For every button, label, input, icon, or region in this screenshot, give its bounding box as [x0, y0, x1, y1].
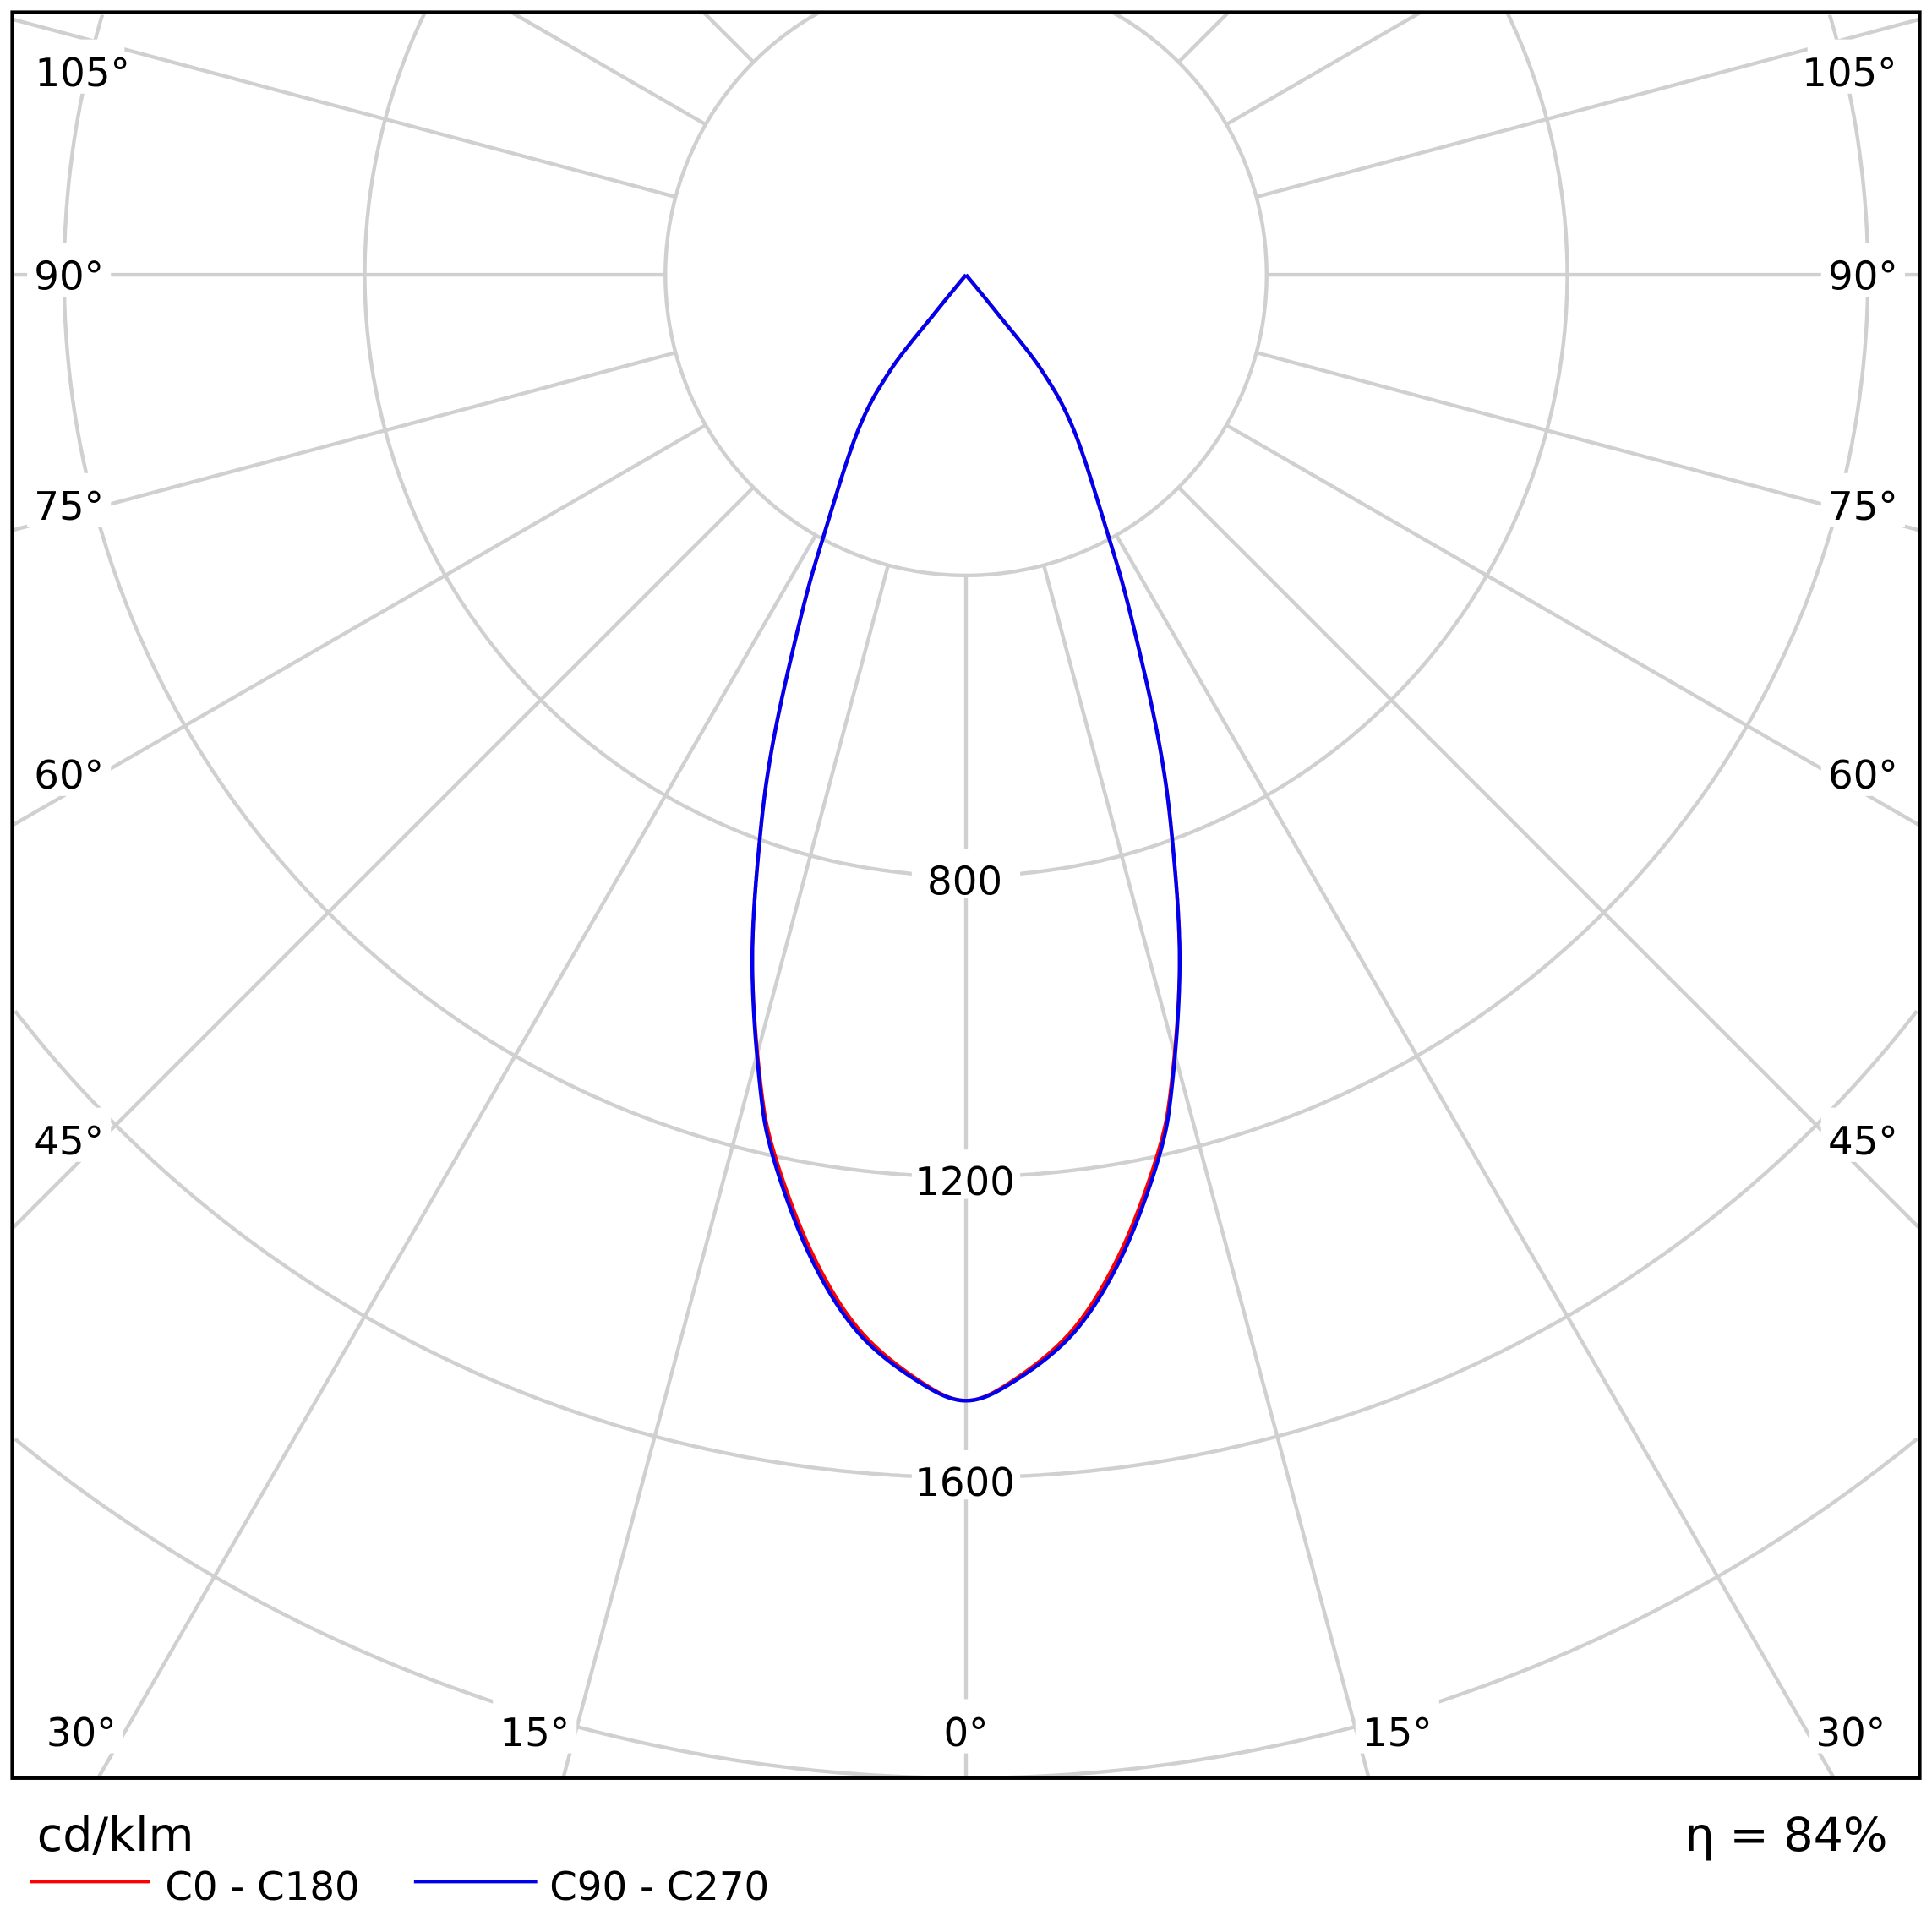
grid-spoke-30 — [96, 534, 818, 1778]
angle-label-bg — [1820, 1107, 1905, 1162]
angle-label-bg — [27, 1107, 112, 1162]
grid-spoke-75 — [12, 351, 676, 532]
grid-spoke-15 — [561, 565, 891, 1778]
angle-label-bg — [1820, 243, 1905, 297]
angle-label-bg — [1820, 741, 1905, 796]
grid-spoke-120 — [510, 12, 707, 127]
ring-label-1200: 1200 — [914, 1160, 1015, 1205]
angle-label-left: 75° — [34, 484, 104, 530]
grid-ring-800 — [363, 13, 1569, 878]
ring-label-800: 800 — [927, 859, 1002, 904]
grid-spoke-135 — [701, 12, 756, 64]
grid-spoke-60 — [1225, 423, 1920, 827]
angle-label-left: 90° — [34, 254, 104, 300]
angle-label-bottom: 15° — [499, 1711, 570, 1756]
angle-label-right: 45° — [1828, 1119, 1898, 1165]
angle-label-right: 30° — [1815, 1711, 1886, 1756]
grid-spoke-135 — [1176, 12, 1231, 64]
angle-label-bg — [27, 472, 112, 527]
angle-label-bottom: 15° — [1362, 1711, 1433, 1756]
series-curve-c90-c270 — [750, 273, 1182, 1403]
grid-spoke-60 — [12, 423, 707, 827]
intensity-curves — [750, 273, 1182, 1403]
angle-label-right: 75° — [1828, 484, 1898, 530]
ring-label-bg — [911, 1149, 1021, 1199]
legend-label-c90: C90 - C270 — [549, 1864, 769, 1910]
ring-label-bg — [911, 849, 1021, 898]
ring-label-bg — [911, 1449, 1021, 1500]
angle-label-bg — [1807, 39, 1891, 94]
grid-ring-400 — [663, 12, 1269, 578]
angle-label-right: 105° — [1802, 51, 1897, 96]
angle-label-left: 45° — [34, 1119, 104, 1165]
plot-frame — [10, 10, 1922, 1780]
axis-labels: 800 1200 1600 105° 105° 90° 90° 75° 75° 60° 60° 45°… — [27, 39, 1905, 1756]
angle-label-bg — [924, 1699, 1008, 1754]
angle-label-bg — [493, 1699, 577, 1754]
angle-label-bg — [1809, 1699, 1893, 1754]
legend: C0 - C180 C90 - C270 — [29, 1864, 769, 1910]
angle-label-right: 60° — [1828, 753, 1898, 799]
angle-label-bg — [27, 741, 112, 796]
angle-label-bg — [1355, 1699, 1439, 1754]
angle-label-left: 105° — [35, 51, 130, 96]
angle-label-bottom: 0° — [944, 1711, 989, 1756]
grid-spoke-45 — [12, 486, 756, 1231]
legend-label-c0: C0 - C180 — [165, 1864, 359, 1910]
angle-label-bg — [39, 1699, 123, 1754]
angle-label-left: 60° — [34, 753, 104, 799]
angle-label-bg — [41, 39, 125, 94]
grid-spoke-30 — [1114, 534, 1836, 1778]
angle-label-bg — [27, 243, 112, 297]
grid-spoke-45 — [1176, 486, 1920, 1231]
angle-label-right: 90° — [1828, 254, 1898, 300]
angle-label-left: 30° — [46, 1711, 117, 1756]
ring-label-1600: 1600 — [914, 1460, 1015, 1506]
grid-spoke-75 — [1256, 351, 1920, 532]
angle-label-bg — [1820, 472, 1905, 527]
grid-ring-2000 — [14, 1437, 1918, 1778]
efficiency-label: η = 84% — [1685, 1809, 1888, 1863]
unit-label: cd/klm — [37, 1809, 194, 1863]
grid-spoke-15 — [1041, 565, 1371, 1778]
grid-spoke-120 — [1225, 12, 1422, 127]
